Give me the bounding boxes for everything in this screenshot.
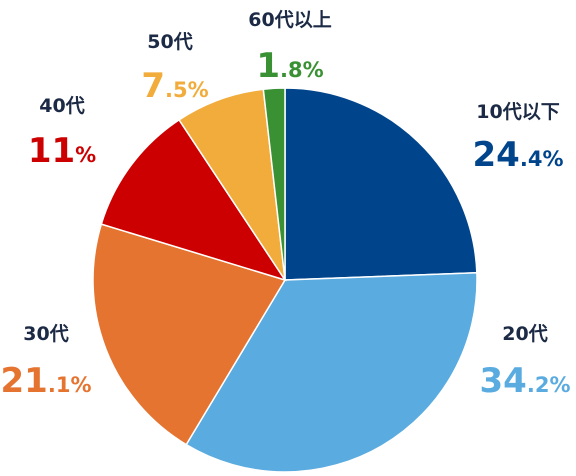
pie-slice-5 (262, 87, 286, 281)
pie-slice-2 (92, 223, 287, 446)
slice-label-3: 40代 (39, 95, 84, 117)
pie-slice-0 (284, 87, 478, 281)
slice-label-4: 50代 (147, 31, 192, 53)
slice-label-5: 60代以上 (248, 9, 331, 31)
slice-value-1: 34.2% (480, 361, 571, 401)
pie-slices (92, 87, 478, 473)
slice-label-1: 20代 (502, 323, 547, 345)
slice-value-0: 24.4% (473, 135, 564, 175)
slice-value-5: 1.8% (256, 46, 323, 86)
pie-slice-3 (100, 118, 287, 282)
slice-value-3: 11% (28, 131, 96, 171)
pie-labels: 10代以下 24.4% 20代 34.2% 30代 21.1% 40代 11% 50代 7.5% 6… (1, 9, 571, 401)
slice-label-0: 10代以下 (476, 101, 559, 123)
slice-value-4: 7.5% (141, 66, 208, 106)
slice-label-2: 30代 (23, 323, 68, 345)
slice-value-2: 21.1% (1, 361, 92, 401)
pie-slice-1 (185, 271, 478, 473)
